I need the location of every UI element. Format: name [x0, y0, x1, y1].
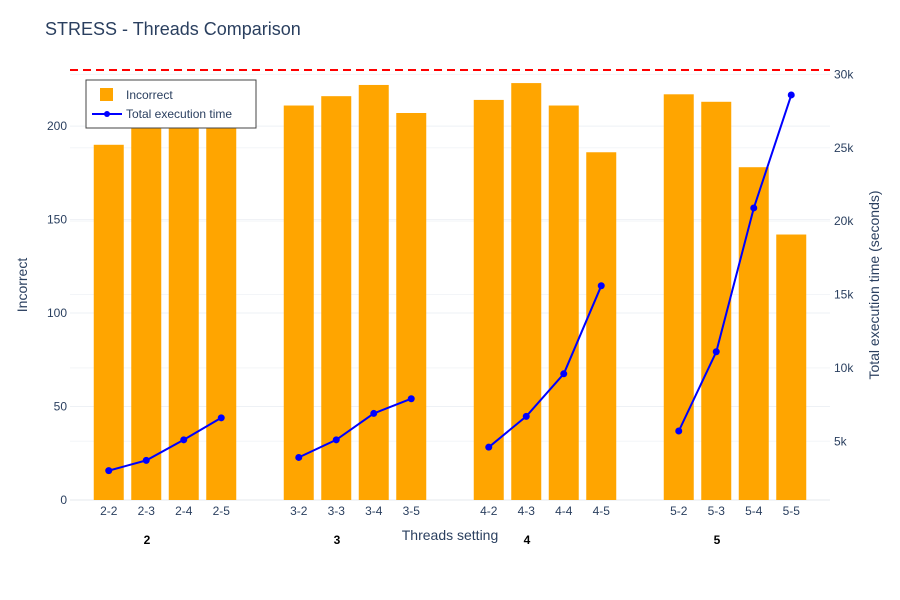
y-tick-label: 200 [47, 119, 67, 133]
bar-2-5 [206, 103, 237, 501]
x-tick-label: 2-3 [138, 504, 156, 518]
x-axis: 2-2 2-3 2-4 2-5 3-2 3-3 3-4 3-5 4-2 4-3 4-4 4-5 5-2 5… [100, 504, 800, 547]
line-point-2-3 [142, 456, 150, 464]
legend-swatch-marker [104, 111, 110, 117]
line-point-3-2 [295, 453, 303, 461]
x-tick-label: 5-2 [670, 504, 688, 518]
x-tick-label: 2-2 [100, 504, 118, 518]
x-group-label: 4 [524, 533, 531, 547]
bar-4-2 [473, 99, 504, 501]
x-tick-label: 4-5 [593, 504, 611, 518]
line-point-3-5 [407, 395, 415, 403]
line-point-4-2 [485, 443, 493, 451]
bar-5-3 [701, 101, 732, 501]
line-point-5-4 [750, 204, 758, 212]
y-axis-left: 0 50 100 150 200 [47, 119, 67, 507]
bar-3-5 [396, 113, 427, 500]
line-point-2-5 [217, 414, 225, 422]
line-point-4-5 [597, 282, 605, 290]
legend-box [85, 79, 257, 129]
line-segment-group-4 [488, 285, 603, 448]
y2-tick-label: 30k [834, 67, 854, 81]
x-tick-label: 4-4 [555, 504, 573, 518]
line-point-3-4 [370, 409, 378, 417]
y2-tick-label: 10k [834, 361, 854, 375]
legend-label-total-execution-time: Total execution time [126, 107, 232, 121]
x-tick-label: 5-5 [783, 504, 801, 518]
x-tick-label: 3-3 [328, 504, 346, 518]
x-tick-label: 3-5 [403, 504, 421, 518]
x-tick-label: 3-2 [290, 504, 308, 518]
chart-title: STRESS - Threads Comparison [45, 19, 301, 39]
line-point-3-3 [332, 436, 340, 444]
line-point-4-4 [560, 370, 568, 378]
bar-4-4 [548, 105, 579, 501]
y-axis-right: 5k 10k 15k 20k 25k 30k [834, 67, 854, 448]
bar-4-3 [511, 83, 542, 500]
y2-axis-title: Total execution time (seconds) [866, 190, 882, 379]
y-tick-label: 100 [47, 306, 67, 320]
bar-series-incorrect [93, 83, 807, 501]
line-point-5-3 [712, 348, 720, 356]
legend: Incorrect Total execution time [85, 79, 257, 129]
bar-2-2 [93, 144, 124, 501]
y-tick-label: 0 [60, 493, 67, 507]
bar-3-4 [358, 84, 389, 501]
y2-tick-label: 15k [834, 288, 854, 302]
x-tick-label: 5-4 [745, 504, 763, 518]
legend-label-incorrect: Incorrect [126, 88, 173, 102]
x-tick-label: 2-5 [213, 504, 231, 518]
y2-tick-label: 25k [834, 141, 854, 155]
x-axis-title: Threads setting [402, 527, 499, 543]
y2-tick-label: 5k [834, 434, 848, 448]
x-tick-label: 4-2 [480, 504, 498, 518]
bar-3-2 [283, 105, 314, 501]
line-point-4-3 [522, 412, 530, 420]
line-segment-group-5 [677, 94, 793, 432]
x-group-label: 2 [144, 533, 151, 547]
bar-5-4 [738, 167, 769, 500]
x-tick-label: 5-3 [708, 504, 726, 518]
x-tick-label: 3-4 [365, 504, 383, 518]
bar-2-3 [131, 113, 162, 500]
line-point-5-5 [787, 91, 795, 99]
x-group-label: 3 [334, 533, 341, 547]
x-group-label: 5 [714, 533, 721, 547]
y-tick-label: 50 [54, 400, 68, 414]
legend-swatch-incorrect [100, 88, 113, 101]
line-series-total-execution-time [105, 91, 795, 475]
line-point-5-2 [675, 427, 683, 435]
bar-5-5 [776, 234, 807, 501]
y-tick-label: 150 [47, 213, 67, 227]
y2-tick-label: 20k [834, 214, 854, 228]
y-axis-title: Incorrect [14, 258, 30, 313]
x-tick-label: 2-4 [175, 504, 193, 518]
line-segment-group-2 [108, 416, 222, 472]
bar-5-2 [663, 94, 694, 500]
line-segment-group-3 [298, 397, 412, 459]
line-point-2-4 [180, 436, 188, 444]
x-tick-label: 4-3 [518, 504, 536, 518]
line-point-2-2 [105, 467, 113, 475]
bar-4-5 [586, 152, 617, 500]
